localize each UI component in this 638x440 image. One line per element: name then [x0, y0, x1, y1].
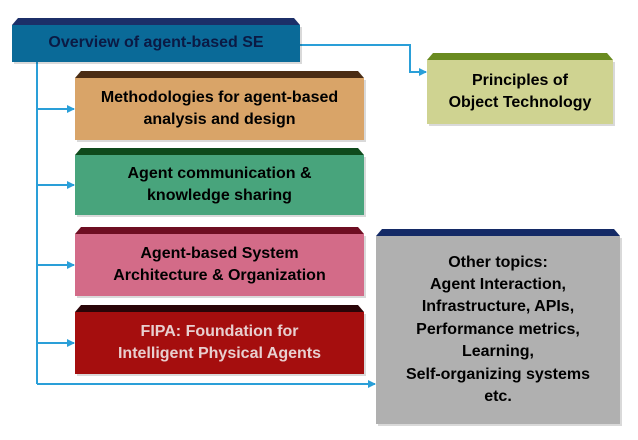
connector-overview-to-principles — [300, 44, 427, 76]
communication-box-top-edge — [75, 148, 364, 155]
principles-box: Principles of Object Technology — [427, 60, 613, 124]
principles-label: Principles of Object Technology — [448, 71, 592, 111]
overview-box-top-edge — [12, 18, 300, 25]
methodologies-box: Methodologies for agent-based analysis a… — [75, 78, 364, 140]
other-topics-box-top-edge — [376, 229, 620, 236]
architecture-box-top-edge — [75, 227, 364, 234]
other-topics-label: Other topics: Agent Interaction, Infrast… — [405, 253, 591, 405]
architecture-box: Agent-based System Architecture & Organi… — [75, 234, 364, 296]
overview-label: Overview of agent-based SE — [48, 34, 264, 52]
communication-box: Agent communication & knowledge sharing — [75, 155, 364, 215]
methodologies-box-top-edge — [75, 71, 364, 78]
architecture-label: Agent-based System Architecture & Organi… — [113, 244, 326, 284]
fipa-label: FIPA: Foundation for Intelligent Physica… — [117, 322, 321, 362]
communication-label: Agent communication & knowledge sharing — [127, 164, 312, 204]
overview-box: Overview of agent-based SE — [12, 25, 300, 62]
methodologies-label: Methodologies for agent-based analysis a… — [100, 88, 339, 128]
fipa-box-top-edge — [75, 305, 364, 312]
other-topics-box: Other topics: Agent Interaction, Infrast… — [376, 236, 620, 424]
principles-box-top-edge — [427, 53, 613, 60]
fipa-box: FIPA: Foundation for Intelligent Physica… — [75, 312, 364, 374]
